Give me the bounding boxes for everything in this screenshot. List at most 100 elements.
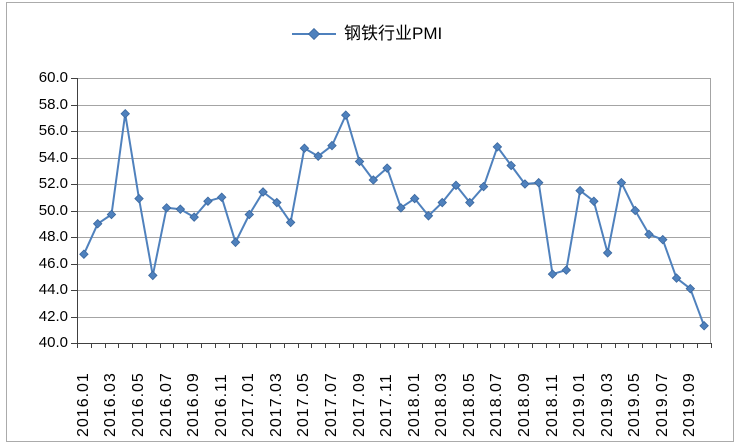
data-point-marker xyxy=(520,179,530,189)
data-point-marker xyxy=(451,180,461,191)
y-tick-label: 46.0 xyxy=(38,254,68,272)
y-tick-mark xyxy=(71,78,77,79)
data-point-marker xyxy=(230,237,241,248)
data-point-marker xyxy=(354,156,365,167)
x-tick-mark xyxy=(325,343,327,348)
x-tick-label: 2019.09 xyxy=(681,372,699,437)
x-tick-mark xyxy=(559,343,561,348)
data-point-marker xyxy=(685,283,696,294)
y-tick-mark xyxy=(71,157,77,159)
data-point-marker xyxy=(299,143,310,153)
y-tick-mark xyxy=(71,104,77,106)
data-point-marker xyxy=(327,140,337,151)
x-tick-label: 2018.11 xyxy=(543,373,561,437)
x-tick-label: 2017.01 xyxy=(240,372,258,437)
x-tick-mark xyxy=(449,343,451,348)
x-tick-mark xyxy=(435,343,437,348)
y-tick-mark xyxy=(71,210,77,212)
y-tick-label: 60.0 xyxy=(38,69,68,86)
x-tick-label: 2017.11 xyxy=(378,373,396,437)
data-point-marker xyxy=(589,196,599,206)
y-axis-line xyxy=(77,78,78,344)
x-tick-mark xyxy=(490,343,492,348)
x-tick-mark xyxy=(614,343,616,348)
x-tick-label: 2016.09 xyxy=(185,372,203,437)
x-tick-mark xyxy=(407,343,409,348)
x-tick-mark xyxy=(573,343,575,348)
y-tick-label: 42.0 xyxy=(38,307,68,325)
x-tick-label: 2016.11 xyxy=(212,373,230,437)
data-point-marker xyxy=(409,193,420,204)
x-tick-label: 2018.09 xyxy=(515,372,533,437)
gridline xyxy=(77,104,711,106)
x-tick-mark xyxy=(145,343,147,348)
x-tick-label: 2019.01 xyxy=(571,372,589,437)
data-point-marker xyxy=(175,204,186,214)
x-tick-mark xyxy=(366,343,368,348)
data-point-marker xyxy=(616,177,627,188)
chart-legend: 钢铁行业PMI xyxy=(292,24,442,44)
x-tick-mark xyxy=(283,343,285,348)
x-tick-label: 2017.09 xyxy=(350,372,368,437)
gridline xyxy=(77,237,711,238)
x-tick-mark xyxy=(628,343,630,348)
y-tick-label: 54.0 xyxy=(38,148,68,166)
x-tick-mark xyxy=(669,343,671,348)
x-tick-label: 2019.05 xyxy=(626,372,644,437)
x-tick-mark xyxy=(311,343,313,348)
x-tick-label: 2017.05 xyxy=(295,372,313,437)
gridline xyxy=(77,157,711,159)
gridline xyxy=(77,184,711,185)
y-tick-label: 44.0 xyxy=(38,281,68,298)
x-tick-label: 2016.05 xyxy=(130,372,148,437)
gridline xyxy=(77,290,711,291)
data-point-marker xyxy=(203,196,213,206)
x-tick-mark xyxy=(132,343,134,348)
x-tick-mark xyxy=(545,343,547,348)
x-tick-mark xyxy=(118,343,120,348)
x-tick-mark xyxy=(352,343,354,348)
x-tick-mark xyxy=(90,343,92,348)
pmi-series xyxy=(79,109,709,331)
x-tick-mark xyxy=(214,343,216,348)
x-tick-label: 2016.03 xyxy=(102,372,120,437)
data-point-marker xyxy=(465,197,475,208)
x-tick-label: 2016.01 xyxy=(74,372,92,437)
data-point-marker xyxy=(148,270,158,281)
data-point-marker xyxy=(630,205,640,216)
x-tick-mark xyxy=(242,343,244,348)
series-line xyxy=(82,112,706,327)
gridline xyxy=(77,78,711,79)
x-tick-mark xyxy=(104,343,106,348)
plot-right-border xyxy=(710,78,711,343)
data-point-marker xyxy=(602,248,613,258)
x-tick-mark xyxy=(697,343,699,348)
x-tick-mark xyxy=(421,343,423,348)
x-tick-label: 2016.07 xyxy=(157,372,175,437)
x-tick-label: 2018.01 xyxy=(405,372,423,437)
data-point-marker xyxy=(189,212,199,222)
data-point-marker xyxy=(340,110,351,120)
x-tick-mark xyxy=(683,343,685,348)
data-point-marker xyxy=(382,163,392,173)
data-point-marker xyxy=(134,193,144,204)
y-tick-mark xyxy=(71,316,77,318)
data-point-marker xyxy=(423,211,434,221)
data-point-marker xyxy=(506,160,516,171)
x-tick-mark xyxy=(228,343,230,348)
x-tick-mark xyxy=(504,343,506,348)
x-tick-mark xyxy=(297,343,299,348)
data-point-marker xyxy=(272,197,282,208)
data-point-marker xyxy=(285,217,296,228)
legend-label: 钢铁行业PMI xyxy=(344,24,443,43)
x-tick-mark xyxy=(256,343,258,348)
data-point-marker xyxy=(120,109,131,119)
data-point-marker xyxy=(79,249,89,259)
x-tick-label: 2018.03 xyxy=(433,372,451,437)
x-tick-mark xyxy=(173,343,175,348)
y-tick-label: 58.0 xyxy=(38,95,68,113)
data-point-marker xyxy=(161,203,172,213)
y-tick-label: 50.0 xyxy=(38,201,68,219)
gridline xyxy=(77,263,711,265)
